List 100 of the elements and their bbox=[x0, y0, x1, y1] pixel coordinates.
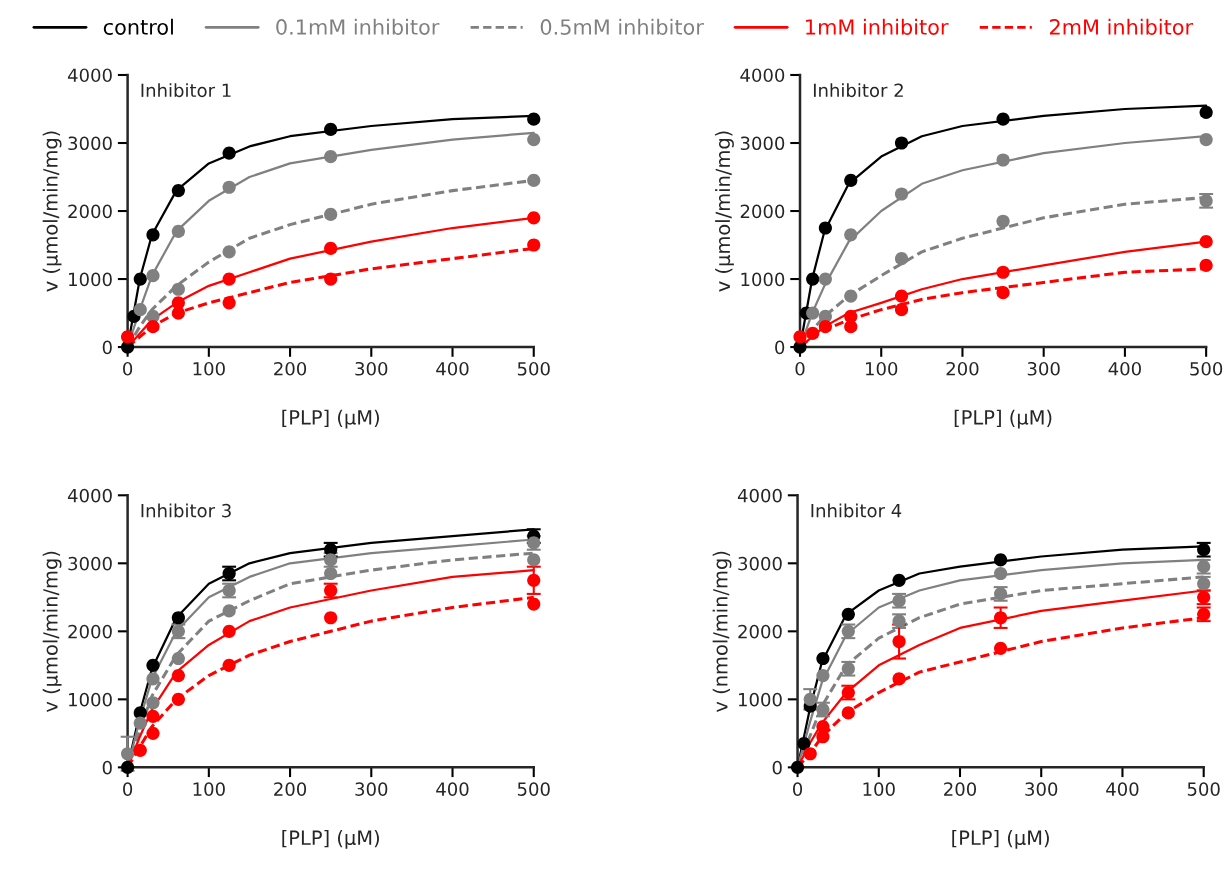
annotation: Inhibitor 3 bbox=[141, 503, 231, 518]
point bbox=[844, 173, 858, 187]
y-tick-label: 3000 bbox=[68, 556, 112, 571]
x-axis-title: [PLP] (µM) bbox=[952, 829, 1049, 849]
annotation: Inhibitor 2 bbox=[813, 83, 903, 98]
point bbox=[121, 760, 135, 774]
point bbox=[527, 112, 541, 126]
point bbox=[1199, 235, 1213, 249]
y-tick-label: 4000 bbox=[67, 488, 112, 503]
point bbox=[818, 221, 832, 235]
point bbox=[894, 303, 909, 317]
x-tick-label: 0 bbox=[123, 782, 133, 796]
point bbox=[222, 658, 236, 672]
point bbox=[894, 187, 909, 201]
x-tick-label: 200 bbox=[944, 782, 977, 796]
y-axis-title: v (nmol/min/mg) bbox=[712, 551, 732, 712]
point bbox=[844, 228, 858, 242]
x-tick-label: 400 bbox=[436, 361, 469, 376]
point bbox=[146, 269, 160, 283]
point bbox=[1199, 133, 1213, 147]
point bbox=[324, 207, 338, 222]
point bbox=[527, 238, 541, 252]
x-tick-label: 500 bbox=[517, 782, 550, 796]
legend-label: 0.5mM inhibitor bbox=[540, 18, 704, 35]
point bbox=[171, 668, 185, 683]
point bbox=[996, 214, 1010, 228]
x-tick-label: 500 bbox=[1190, 361, 1223, 376]
point bbox=[841, 607, 855, 621]
point bbox=[816, 730, 830, 744]
point bbox=[818, 320, 832, 334]
legend-label: 0.1mM inhibitor bbox=[276, 18, 440, 35]
y-tick-label: 1000 bbox=[741, 272, 785, 287]
point bbox=[527, 173, 541, 187]
point bbox=[133, 743, 147, 757]
point bbox=[171, 306, 185, 320]
point bbox=[996, 265, 1010, 279]
x-tick-label: 400 bbox=[436, 782, 469, 796]
point bbox=[133, 303, 147, 317]
point bbox=[797, 736, 811, 751]
y-tick-label: 1000 bbox=[69, 692, 112, 707]
point bbox=[222, 624, 236, 638]
x-tick-label: 200 bbox=[946, 361, 979, 376]
y-tick-label: 0 bbox=[772, 760, 782, 775]
y-axis-title: v (µmol/min/mg) bbox=[715, 131, 734, 292]
point bbox=[171, 651, 185, 666]
point bbox=[892, 672, 906, 686]
point bbox=[222, 604, 236, 618]
point bbox=[793, 330, 807, 344]
y-tick-label: 4000 bbox=[67, 68, 112, 83]
point bbox=[994, 641, 1008, 655]
x-tick-label: 300 bbox=[355, 361, 388, 376]
x-tick-label: 400 bbox=[1108, 361, 1141, 376]
point bbox=[171, 184, 185, 198]
x-tick-label: 100 bbox=[865, 361, 898, 376]
x-tick-label: 400 bbox=[1106, 782, 1139, 796]
x-tick-label: 100 bbox=[863, 782, 895, 796]
annotation: Inhibitor 1 bbox=[141, 83, 231, 98]
point bbox=[994, 566, 1008, 581]
point bbox=[324, 122, 338, 136]
x-tick-label: 500 bbox=[1187, 782, 1220, 796]
point bbox=[146, 672, 160, 686]
point bbox=[892, 573, 906, 587]
point bbox=[146, 320, 160, 334]
x-axis-title: [PLP] (µM) bbox=[282, 829, 379, 849]
y-tick-label: 3000 bbox=[740, 136, 785, 151]
point bbox=[121, 330, 135, 344]
point bbox=[816, 651, 830, 666]
point bbox=[222, 245, 236, 259]
point bbox=[324, 566, 338, 581]
x-tick-label: 0 bbox=[795, 361, 805, 376]
y-tick-label: 2000 bbox=[68, 204, 112, 219]
point bbox=[806, 306, 820, 320]
point bbox=[894, 252, 909, 266]
point bbox=[806, 272, 820, 286]
point bbox=[527, 211, 541, 225]
point bbox=[996, 153, 1010, 167]
point bbox=[527, 597, 541, 611]
point bbox=[996, 112, 1010, 126]
x-tick-label: 300 bbox=[1025, 782, 1058, 796]
y-tick-label: 3000 bbox=[738, 556, 782, 571]
x-tick-label: 200 bbox=[274, 361, 307, 376]
point bbox=[994, 553, 1008, 567]
point bbox=[844, 289, 858, 303]
y-tick-label: 3000 bbox=[68, 136, 112, 151]
point bbox=[803, 692, 817, 706]
point bbox=[894, 136, 909, 150]
x-tick-label: 300 bbox=[355, 782, 388, 796]
point bbox=[892, 634, 906, 649]
point bbox=[171, 282, 185, 296]
legend-label: 2mM inhibitor bbox=[1050, 18, 1194, 35]
y-tick-label: 4000 bbox=[740, 68, 785, 83]
point bbox=[816, 668, 830, 683]
point bbox=[324, 272, 338, 286]
x-tick-label: 500 bbox=[517, 361, 550, 376]
legend-label: 1mM inhibitor bbox=[806, 18, 949, 35]
point bbox=[818, 272, 832, 286]
y-tick-label: 0 bbox=[102, 340, 112, 355]
point bbox=[146, 228, 160, 242]
point bbox=[222, 146, 236, 160]
x-tick-label: 100 bbox=[193, 361, 225, 376]
